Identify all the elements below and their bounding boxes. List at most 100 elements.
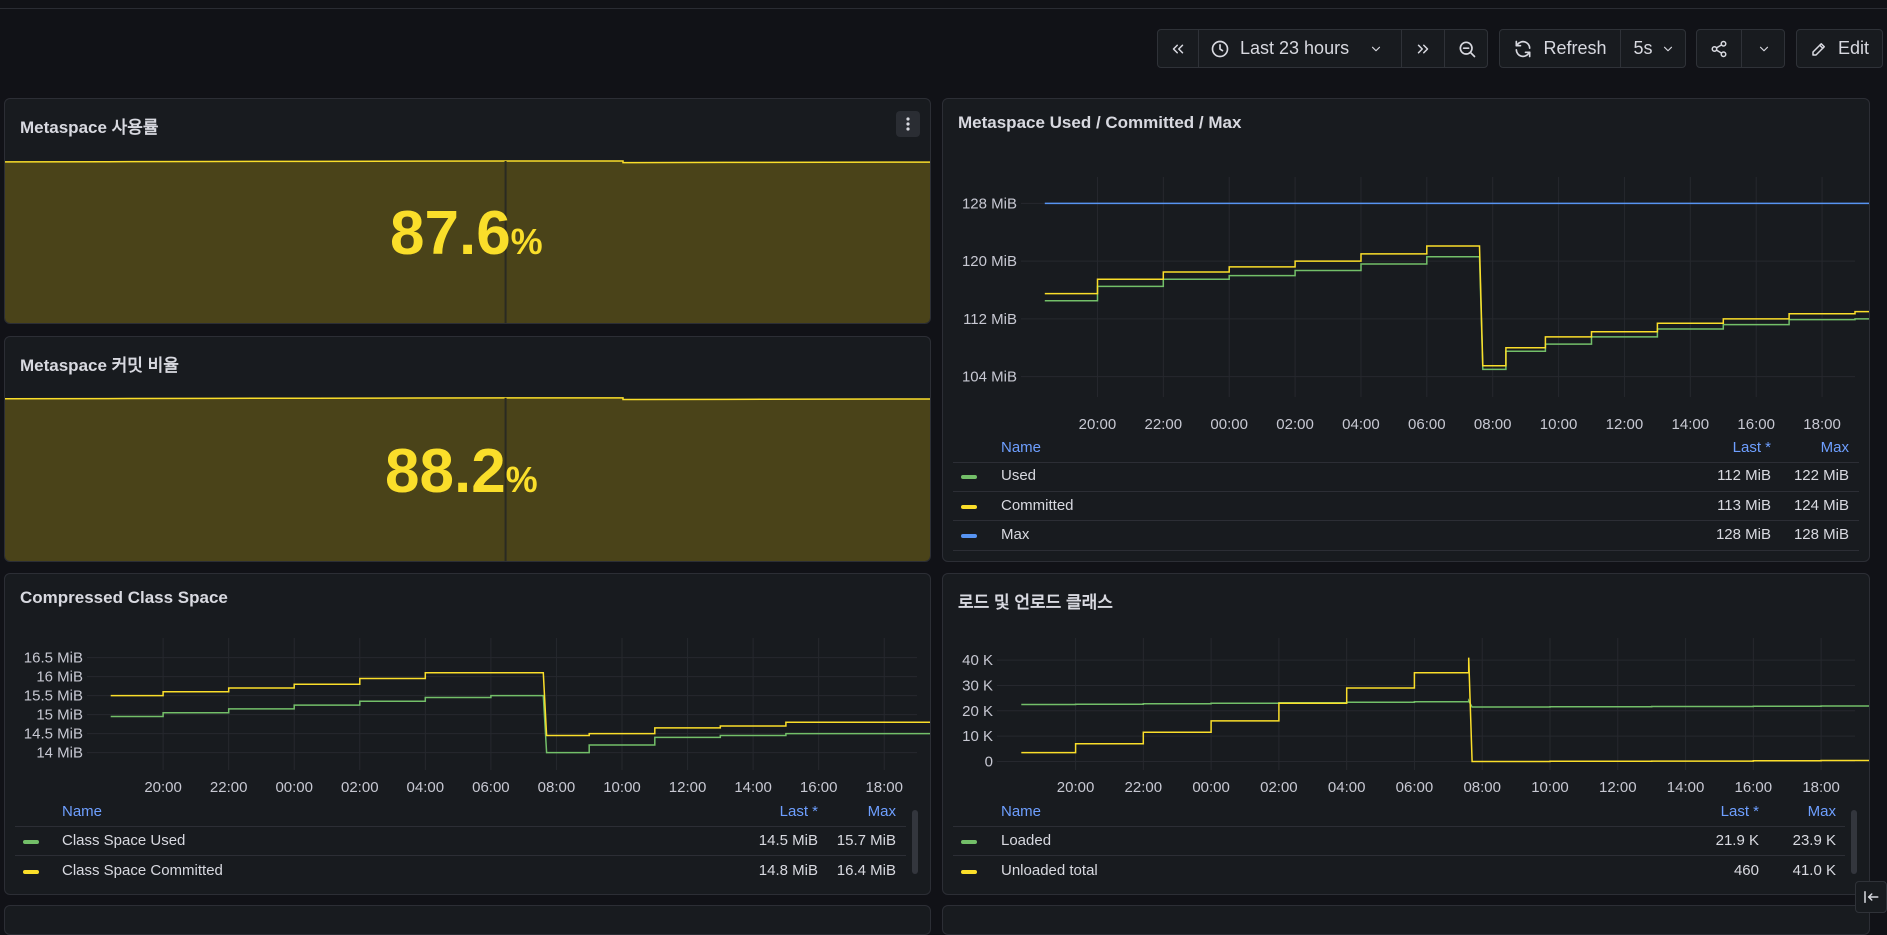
x-tick-label: 02:00 bbox=[341, 779, 379, 796]
legend-header-name[interactable]: Name bbox=[62, 803, 103, 820]
legend-last-committed: 113 MiB bbox=[1717, 497, 1771, 514]
dock-panel-button[interactable] bbox=[1855, 881, 1887, 913]
legend-divider bbox=[15, 855, 906, 856]
time-range-forward-button[interactable] bbox=[1402, 30, 1445, 67]
legend-scrollbar[interactable] bbox=[912, 810, 918, 874]
x-tick-label: 06:00 bbox=[1408, 416, 1446, 433]
legend-header-max[interactable]: Max bbox=[1820, 439, 1849, 456]
legend-item-class-space-committed[interactable]: Class Space Committed bbox=[62, 862, 223, 879]
y-tick-label: 104 MiB bbox=[962, 369, 1017, 386]
x-tick-label: 10:00 bbox=[1540, 416, 1578, 433]
chevron-down-icon bbox=[1371, 46, 1381, 51]
legend-swatch-used bbox=[961, 475, 977, 479]
x-tick-label: 12:00 bbox=[669, 779, 707, 796]
x-tick-label: 20:00 bbox=[144, 779, 182, 796]
x-tick-label: 00:00 bbox=[275, 779, 313, 796]
x-tick-label: 14:00 bbox=[1667, 779, 1705, 796]
y-tick-label: 40 K bbox=[962, 652, 993, 669]
x-tick-label: 00:00 bbox=[1210, 416, 1248, 433]
y-tick-label: 20 K bbox=[962, 703, 993, 720]
timeseries-chart: 20:00 22:00 00:00 02:00 04:00 06:00 08:00 10:00… bbox=[962, 177, 1869, 433]
y-tick-label: 30 K bbox=[962, 677, 993, 694]
x-tick-label: 08:00 bbox=[1474, 416, 1512, 433]
x-tick-label: 14:00 bbox=[1672, 416, 1710, 433]
time-range-picker-button[interactable]: Last 23 hours bbox=[1199, 30, 1402, 67]
legend-divider bbox=[953, 520, 1859, 521]
legend-divider bbox=[953, 550, 1859, 551]
legend-header-last[interactable]: Last * bbox=[779, 803, 818, 820]
legend-swatch-committed bbox=[961, 505, 977, 509]
x-tick-label: 18:00 bbox=[865, 779, 903, 796]
sparkline-chart bbox=[5, 160, 930, 323]
more-vertical-icon bbox=[906, 117, 910, 131]
refresh-interval-select[interactable]: 5s bbox=[1621, 30, 1687, 67]
x-tick-label: 22:00 bbox=[1125, 779, 1163, 796]
legend-header-max[interactable]: Max bbox=[1807, 803, 1836, 820]
panel-menu-button[interactable] bbox=[896, 111, 920, 137]
x-tick-label: 14:00 bbox=[734, 779, 772, 796]
refresh-icon bbox=[1515, 40, 1531, 57]
refresh-label: Refresh bbox=[1543, 38, 1607, 58]
legend-last-used: 112 MiB bbox=[1717, 467, 1771, 484]
legend-header-last[interactable]: Last * bbox=[1732, 439, 1771, 456]
timeseries-chart: 20:00 22:00 00:00 02:00 04:00 06:00 08:00 10:00… bbox=[962, 638, 1869, 796]
legend-last-class-space-committed: 14.8 MiB bbox=[758, 862, 818, 879]
share-button[interactable] bbox=[1697, 30, 1742, 67]
zoom-out-button[interactable] bbox=[1445, 30, 1489, 67]
panel-metaspace-used-committed-max: Metaspace Used / Committed / Max 20:00 22… bbox=[942, 98, 1870, 562]
time-range-back-button[interactable] bbox=[1158, 30, 1199, 67]
legend-item-loaded[interactable]: Loaded bbox=[1001, 832, 1052, 849]
legend-item-max[interactable]: Max bbox=[1001, 526, 1030, 543]
legend-item-unloaded-total[interactable]: Unloaded total bbox=[1001, 862, 1098, 879]
legend-max-used: 122 MiB bbox=[1793, 467, 1849, 484]
collapse-left-icon bbox=[1864, 891, 1879, 903]
legend-item-committed[interactable]: Committed bbox=[1001, 497, 1074, 514]
share-dropdown-button[interactable] bbox=[1742, 30, 1786, 67]
refresh-button[interactable]: Refresh bbox=[1500, 30, 1621, 67]
legend-max-committed: 124 MiB bbox=[1793, 497, 1849, 514]
zoom-out-icon bbox=[1459, 41, 1476, 57]
legend-max-class-space-committed: 16.4 MiB bbox=[836, 862, 896, 879]
y-tick-label: 16.5 MiB bbox=[24, 650, 83, 667]
y-tick-label: 15 MiB bbox=[36, 707, 83, 724]
y-tick-label: 128 MiB bbox=[962, 195, 1017, 212]
edit-button[interactable]: Edit bbox=[1796, 29, 1883, 68]
x-tick-label: 08:00 bbox=[1463, 779, 1501, 796]
y-tick-label: 14 MiB bbox=[36, 745, 83, 762]
x-tick-label: 06:00 bbox=[472, 779, 510, 796]
chevron-down-icon bbox=[1759, 46, 1769, 51]
panel-title: 로드 및 언로드 클래스 bbox=[958, 593, 1113, 612]
x-tick-label: 22:00 bbox=[210, 779, 248, 796]
legend-item-used[interactable]: Used bbox=[1001, 467, 1037, 484]
legend-swatch-class-space-used bbox=[23, 840, 39, 844]
x-tick-label: 18:00 bbox=[1802, 779, 1840, 796]
legend-max-loaded: 23.9 K bbox=[1792, 832, 1836, 849]
legend-header-last[interactable]: Last * bbox=[1720, 803, 1759, 820]
x-tick-label: 12:00 bbox=[1606, 416, 1644, 433]
sparkline-area bbox=[5, 160, 930, 323]
x-tick-label: 16:00 bbox=[800, 779, 838, 796]
timeseries-chart: 20:00 22:00 00:00 02:00 04:00 06:00 08:00 10:00… bbox=[24, 638, 930, 796]
panel-title: Metaspace 사용률 bbox=[20, 118, 159, 137]
legend-item-class-space-used[interactable]: Class Space Used bbox=[62, 832, 186, 849]
legend-divider bbox=[953, 491, 1859, 492]
chevron-down-icon bbox=[1663, 46, 1672, 51]
legend-header-name[interactable]: Name bbox=[1001, 439, 1042, 456]
clock-icon bbox=[1211, 40, 1229, 57]
sparkline-line bbox=[5, 160, 930, 164]
legend-scrollbar[interactable] bbox=[1851, 810, 1857, 874]
series-line-committed bbox=[1044, 245, 1869, 367]
panel-title: Compressed Class Space bbox=[20, 588, 228, 607]
x-tick-label: 00:00 bbox=[1192, 779, 1230, 796]
series-line-unloaded-total bbox=[1021, 657, 1869, 763]
time-picker: Last 23 hours bbox=[1157, 29, 1488, 68]
legend-header-name[interactable]: Name bbox=[1001, 803, 1042, 820]
panel-loaded-unloaded-classes: 로드 및 언로드 클래스 20:00 22:00 00:00 02:00 04:00 06… bbox=[942, 573, 1870, 895]
refresh-interval-label: 5s bbox=[1633, 38, 1653, 58]
legend-divider bbox=[953, 826, 1845, 827]
x-tick-label: 02:00 bbox=[1260, 779, 1298, 796]
x-tick-label: 04:00 bbox=[407, 779, 445, 796]
legend-header-max[interactable]: Max bbox=[867, 803, 896, 820]
y-tick-label: 10 K bbox=[962, 728, 993, 745]
chevrons-left-icon bbox=[1172, 44, 1184, 53]
